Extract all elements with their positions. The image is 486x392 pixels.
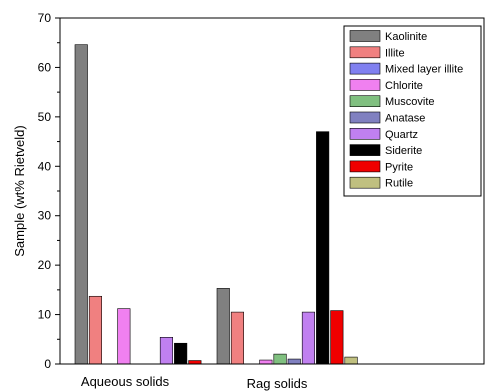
bar-anatase [287,358,301,365]
y-axis-title: Sample (wt% Rietveld) [12,125,27,257]
legend-swatch [349,79,381,91]
bar-quartz [301,311,316,365]
legend-label: Muscovite [385,96,435,108]
bar-siderite [316,131,330,365]
legend-label: Kaolinite [385,31,427,43]
legend-label: Siderite [385,145,422,157]
bar-rutile [344,356,358,365]
legend-swatch [349,62,381,75]
category-label: Rag solids [247,376,308,391]
y-tick-label: 40 [38,159,52,173]
legend-label: Mixed layer illite [385,64,463,76]
bars-group [74,44,358,365]
legend-swatch [349,111,381,124]
y-tick-label: 10 [38,308,52,322]
y-tick-label: 0 [44,357,51,371]
legend: Kaolinite Illite Mixed layer illite Chlorit… [343,25,482,197]
y-tick-label: 70 [38,11,52,25]
bar-pyrite [188,360,202,365]
x-axis-categories: Aqueous solids Rag solids [81,374,308,391]
bar-illite [230,311,244,365]
legend-swatch [349,30,381,42]
bar-quartz [159,337,173,365]
legend-swatch [349,46,381,59]
legend-label: Pyrite [385,161,413,173]
bar-kaolinite [216,288,230,365]
legend-label: Chlorite [385,80,423,92]
y-axis-ticks: 0 10 20 30 40 50 60 70 [38,11,60,371]
bar-chlorite [259,359,273,365]
bar-muscovite [273,353,287,365]
y-tick-label: 50 [38,110,52,124]
legend-swatch [349,176,381,189]
legend-swatch [349,95,381,107]
y-tick-label: 30 [38,209,52,223]
legend-swatch [349,144,381,156]
category-label: Aqueous solids [81,374,170,389]
y-tick-label: 20 [38,258,52,272]
legend-swatch [349,128,381,140]
bar-chlorite [117,308,131,365]
legend-label: Anatase [385,113,425,125]
legend-swatch [349,160,381,173]
bar-siderite [174,342,188,365]
y-tick-label: 60 [38,60,52,74]
bar-illite [88,295,102,365]
bar-kaolinite [74,44,88,365]
legend-label: Quartz [385,129,418,141]
legend-label: Illite [385,47,405,59]
bar-pyrite [330,310,344,365]
legend-label: Rutile [385,178,413,190]
